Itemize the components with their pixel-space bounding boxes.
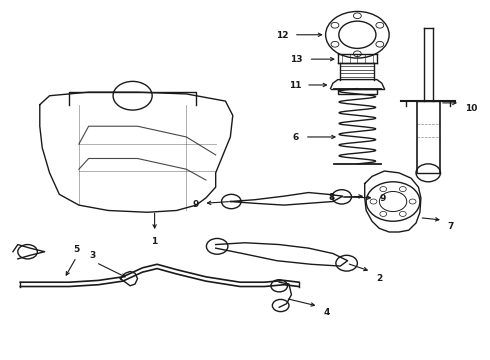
Text: 12: 12 <box>276 31 289 40</box>
Text: 10: 10 <box>465 104 477 113</box>
Text: 7: 7 <box>448 222 454 231</box>
Text: 13: 13 <box>290 55 303 64</box>
Text: 11: 11 <box>289 81 301 90</box>
Text: 5: 5 <box>74 244 79 253</box>
Bar <box>338 89 377 94</box>
Text: 8: 8 <box>328 193 334 202</box>
Text: 1: 1 <box>151 237 158 246</box>
Text: 6: 6 <box>293 133 299 142</box>
Text: 4: 4 <box>323 308 330 317</box>
Text: 9: 9 <box>379 194 386 203</box>
Text: 2: 2 <box>376 274 382 283</box>
Text: 9: 9 <box>192 199 198 208</box>
Text: 3: 3 <box>90 251 96 260</box>
